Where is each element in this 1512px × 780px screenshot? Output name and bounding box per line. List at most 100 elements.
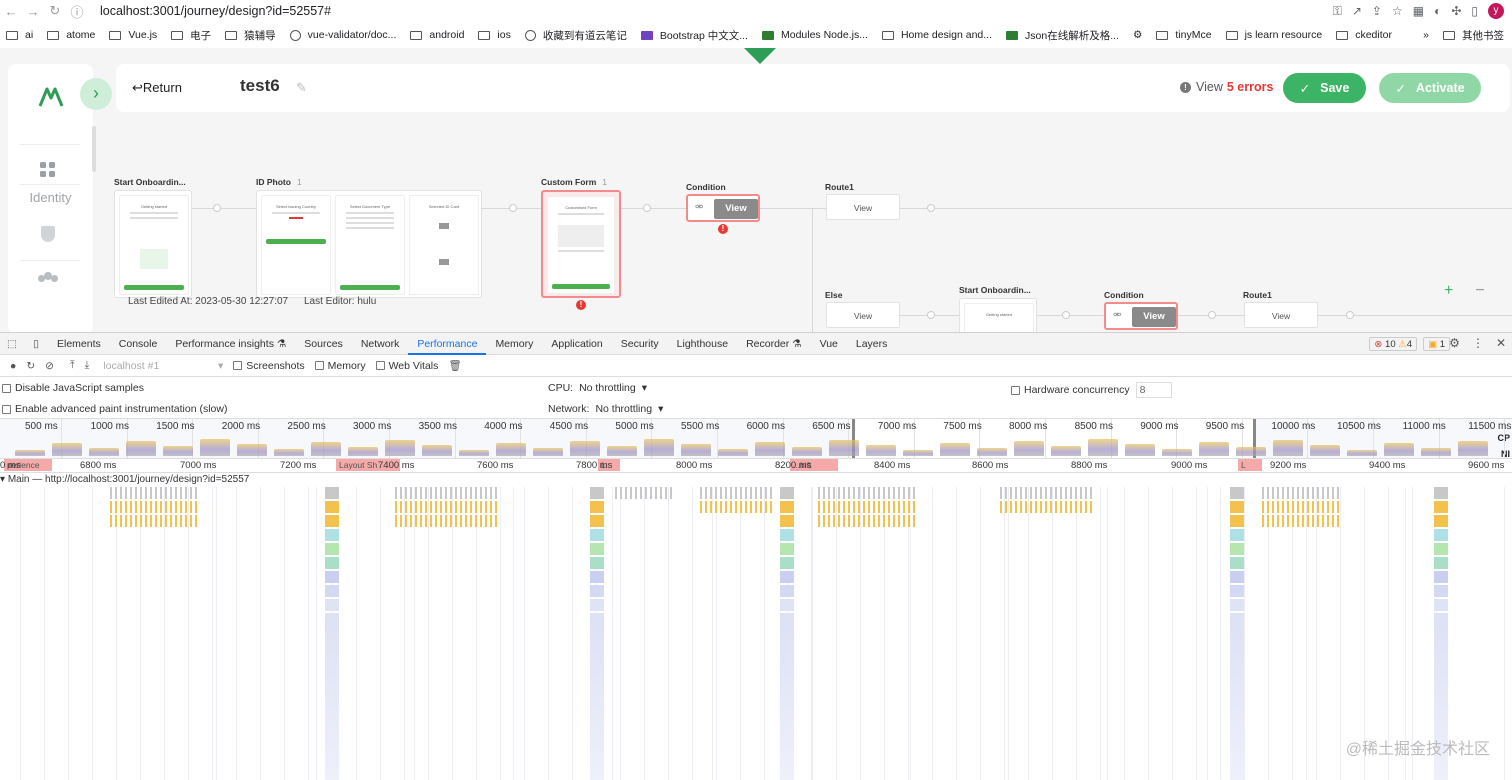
flame-event[interactable] xyxy=(195,487,197,499)
flame-event[interactable] xyxy=(190,515,192,527)
flame-event[interactable] xyxy=(1020,487,1022,499)
flame-event[interactable] xyxy=(700,501,702,513)
more-menu-icon[interactable]: ⋮ xyxy=(1471,336,1484,350)
network-throttling[interactable]: Network: No throttling ▾ xyxy=(548,403,664,415)
flame-event[interactable] xyxy=(1070,501,1072,513)
flame-event[interactable] xyxy=(1040,501,1042,513)
flame-event[interactable] xyxy=(903,501,905,513)
flame-event[interactable] xyxy=(450,501,452,513)
flame-event[interactable] xyxy=(1010,501,1012,513)
flame-event[interactable] xyxy=(590,585,604,597)
flame-event[interactable] xyxy=(405,501,407,513)
flame-event[interactable] xyxy=(740,487,742,499)
flame-event[interactable] xyxy=(455,487,457,499)
flame-event[interactable] xyxy=(150,501,152,513)
flame-event[interactable] xyxy=(1230,585,1244,597)
issue-badges[interactable]: ⊗ 10 ⚠4 ▣ 1 xyxy=(1369,337,1450,351)
flame-event[interactable] xyxy=(1434,599,1448,611)
bookmark-item[interactable]: ckeditor xyxy=(1330,29,1400,41)
flame-event[interactable] xyxy=(115,487,117,499)
flame-event[interactable] xyxy=(750,501,752,513)
flame-event[interactable] xyxy=(325,613,339,780)
flame-event[interactable] xyxy=(625,487,627,499)
tab-network[interactable]: Network xyxy=(360,337,400,350)
flame-event[interactable] xyxy=(170,501,172,513)
flame-event[interactable] xyxy=(705,501,707,513)
flame-event[interactable] xyxy=(640,487,642,499)
flame-event[interactable] xyxy=(828,501,830,513)
flame-event[interactable] xyxy=(120,515,122,527)
flame-event[interactable] xyxy=(155,487,157,499)
flame-event[interactable] xyxy=(495,501,497,513)
tab-performance[interactable]: Performance xyxy=(408,333,487,355)
flame-event[interactable] xyxy=(1020,501,1022,513)
bookmark-item[interactable]: js learn resource xyxy=(1220,29,1331,41)
flame-event[interactable] xyxy=(125,515,127,527)
flame-event[interactable] xyxy=(1230,571,1244,583)
flame-event[interactable] xyxy=(325,501,339,513)
flame-event[interactable] xyxy=(480,487,482,499)
flame-event[interactable] xyxy=(185,501,187,513)
node-start-onboarding[interactable]: Getting started xyxy=(114,190,192,298)
screenshots-checkbox[interactable]: Screenshots xyxy=(233,360,305,372)
flame-event[interactable] xyxy=(115,501,117,513)
activate-button[interactable]: ✓ Activate xyxy=(1379,73,1481,103)
flame-event[interactable] xyxy=(735,487,737,499)
flame-event[interactable] xyxy=(615,487,617,499)
tab-lighthouse[interactable]: Lighthouse xyxy=(676,337,729,350)
settings-gear-icon[interactable]: ⚙ xyxy=(1449,336,1460,350)
flame-event[interactable] xyxy=(863,501,865,513)
bookmark-item[interactable]: ai xyxy=(0,29,41,41)
flame-event[interactable] xyxy=(1302,501,1304,513)
flame-event[interactable] xyxy=(190,501,192,513)
connector-handle[interactable] xyxy=(213,204,221,212)
flame-event[interactable] xyxy=(590,571,604,583)
flame-event[interactable] xyxy=(420,487,422,499)
reload-profile-icon[interactable]: ↻ xyxy=(26,359,36,372)
flame-event[interactable] xyxy=(1287,515,1289,527)
puzzle-icon[interactable]: ✣ xyxy=(1451,4,1462,18)
flame-event[interactable] xyxy=(720,487,722,499)
flame-event[interactable] xyxy=(1230,599,1244,611)
flame-event[interactable] xyxy=(1307,501,1309,513)
disable-js-samples-checkbox[interactable]: Disable JavaScript samples xyxy=(2,382,144,394)
flame-event[interactable] xyxy=(130,487,132,499)
clear-icon[interactable]: ⊘ xyxy=(45,359,54,372)
flame-event[interactable] xyxy=(883,487,885,499)
flame-event[interactable] xyxy=(665,487,667,499)
connector-handle[interactable] xyxy=(1208,311,1216,319)
flame-event[interactable] xyxy=(465,515,467,527)
flame-event[interactable] xyxy=(1307,487,1309,499)
share-icon[interactable]: ⇪ xyxy=(1371,4,1382,18)
flame-event[interactable] xyxy=(745,501,747,513)
flame-event[interactable] xyxy=(1055,501,1057,513)
flame-event[interactable] xyxy=(1302,487,1304,499)
flame-event[interactable] xyxy=(1297,487,1299,499)
flame-event[interactable] xyxy=(1317,515,1319,527)
flame-event[interactable] xyxy=(848,487,850,499)
flame-event[interactable] xyxy=(715,487,717,499)
flame-event[interactable] xyxy=(1267,487,1269,499)
flame-event[interactable] xyxy=(440,501,442,513)
flame-event[interactable] xyxy=(858,501,860,513)
flame-event[interactable] xyxy=(445,487,447,499)
advanced-paint-checkbox[interactable]: Enable advanced paint instrumentation (s… xyxy=(2,403,227,415)
flame-event[interactable] xyxy=(430,501,432,513)
flame-event[interactable] xyxy=(395,501,397,513)
flame-event[interactable] xyxy=(455,515,457,527)
flame-event[interactable] xyxy=(160,487,162,499)
flame-event[interactable] xyxy=(170,515,172,527)
flame-event[interactable] xyxy=(590,557,604,569)
flame-event[interactable] xyxy=(823,515,825,527)
node-condition[interactable]: ⚮ View xyxy=(686,194,760,222)
flame-event[interactable] xyxy=(720,501,722,513)
flame-event[interactable] xyxy=(780,557,794,569)
flame-event[interactable] xyxy=(755,501,757,513)
bookmark-item[interactable]: 猿辅导 xyxy=(219,28,284,43)
sidebar-scrollbar[interactable] xyxy=(92,126,96,172)
flame-event[interactable] xyxy=(590,599,604,611)
flame-event[interactable] xyxy=(1292,501,1294,513)
expand-sidebar-button[interactable]: › xyxy=(80,78,112,110)
flame-event[interactable] xyxy=(818,487,820,499)
flame-event[interactable] xyxy=(410,487,412,499)
